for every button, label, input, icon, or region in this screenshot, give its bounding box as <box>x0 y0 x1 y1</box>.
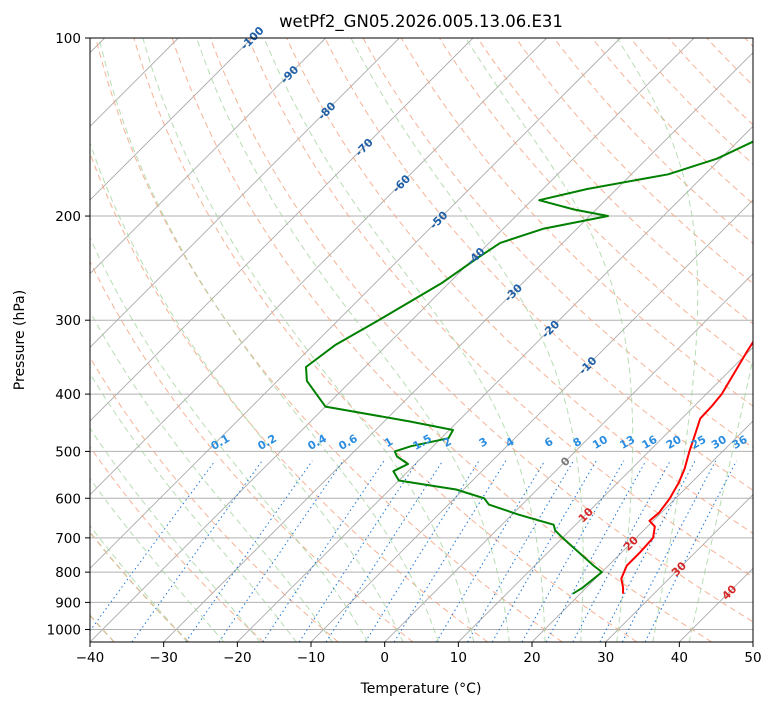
x-tick-label: −30 <box>149 650 178 666</box>
y-tick-label: 900 <box>55 595 81 611</box>
dry-adiabat <box>629 38 753 165</box>
x-tick-label: 30 <box>597 650 614 666</box>
mixing-ratio-line <box>467 460 574 642</box>
x-axis-label: Temperature (°C) <box>360 681 482 697</box>
isotherm-50 <box>752 641 753 642</box>
dry-adiabat <box>515 38 753 285</box>
mixing-ratio-line <box>298 460 419 642</box>
plot-background <box>90 38 753 642</box>
moist-adiabat <box>263 38 546 642</box>
isotherm-30 <box>605 494 753 642</box>
moist-adiabat <box>196 38 510 642</box>
x-tick-label: 0 <box>380 650 389 666</box>
mixing-ratio-line <box>435 460 546 642</box>
mixing-ratio-line <box>185 460 313 642</box>
x-tick-label: 50 <box>744 650 761 666</box>
dewpoint-profile <box>305 140 753 595</box>
mixing-ratio-line <box>131 460 263 642</box>
dry-adiabat <box>133 38 638 642</box>
y-tick-label: 100 <box>55 31 81 47</box>
x-tick-label: 10 <box>450 650 467 666</box>
y-tick-label: 700 <box>55 531 81 547</box>
mixing-ratio-line <box>90 460 216 632</box>
dry-adiabat <box>591 38 753 205</box>
mixing-ratio-line <box>572 460 671 642</box>
mixing-ratio-line <box>218 460 344 642</box>
moist-adiabat <box>142 38 475 642</box>
y-tick-label: 200 <box>55 209 81 225</box>
data-lines <box>305 140 753 595</box>
y-tick-label: 800 <box>55 565 81 581</box>
x-tick-label: −10 <box>297 650 326 666</box>
isotherm--20 <box>237 125 753 642</box>
isotherm--70 <box>90 38 474 422</box>
moist-adiabat <box>90 372 297 642</box>
dry-adiabat <box>362 38 753 449</box>
moist-adiabat <box>90 236 369 642</box>
moist-adiabat <box>90 524 188 642</box>
dry-adiabat <box>209 38 753 623</box>
moist-adiabat <box>90 477 225 642</box>
isotherm--10 <box>310 199 753 642</box>
x-tick-label: 40 <box>671 650 688 666</box>
y-tick-label: 400 <box>55 387 81 403</box>
y-tick-label: 300 <box>55 313 81 329</box>
moist-adiabat <box>350 38 584 642</box>
dry-adiabat <box>90 445 264 642</box>
y-axis-label: Pressure (hPa) <box>12 290 28 390</box>
dry-adiabat <box>477 38 753 325</box>
moist-adiabat <box>90 310 333 642</box>
mixing-ratio-line <box>491 460 597 642</box>
axes: −40 −30 −20 −10 0 10 20 30 40 50 100 200 300 400 500 60… <box>47 31 762 666</box>
moist-adiabat <box>688 356 753 642</box>
plot-frame <box>89 37 754 643</box>
moist-adiabat <box>90 141 404 642</box>
moist-adiabat <box>465 38 634 642</box>
isotherm--30 <box>163 52 753 642</box>
dry-adiabat <box>171 38 712 642</box>
y-tick-label: 500 <box>55 444 81 460</box>
moist-adiabat <box>98 38 439 642</box>
x-tick-label: −20 <box>223 650 252 666</box>
isotherm--50 <box>90 38 621 569</box>
dry-adiabat <box>324 38 753 491</box>
mixing-ratio-line <box>262 460 385 642</box>
isotherm-0 <box>384 273 753 642</box>
y-tick-label: 600 <box>55 491 81 507</box>
isotherm--100 <box>90 38 253 201</box>
isotherm-20 <box>531 420 753 642</box>
isotherm--90 <box>90 38 326 275</box>
dry-adiabat <box>286 38 753 534</box>
chart-title: wetPf2_GN05.2026.005.13.06.E31 <box>279 12 563 32</box>
dry-adiabat <box>248 38 753 578</box>
temperature-profile <box>620 340 753 594</box>
isotherm-10 <box>458 346 753 642</box>
isotherm--40 <box>90 38 695 642</box>
dry-adiabat <box>400 38 753 407</box>
y-tick-label: 1000 <box>47 622 81 638</box>
x-tick-label: 20 <box>523 650 540 666</box>
moist-adiabat <box>616 38 699 642</box>
isotherm--60 <box>90 38 547 496</box>
moist-adiabat <box>90 427 261 642</box>
mixing-ratio-line <box>545 460 647 642</box>
x-tick-label: −40 <box>76 650 105 666</box>
background-lines <box>90 38 753 642</box>
